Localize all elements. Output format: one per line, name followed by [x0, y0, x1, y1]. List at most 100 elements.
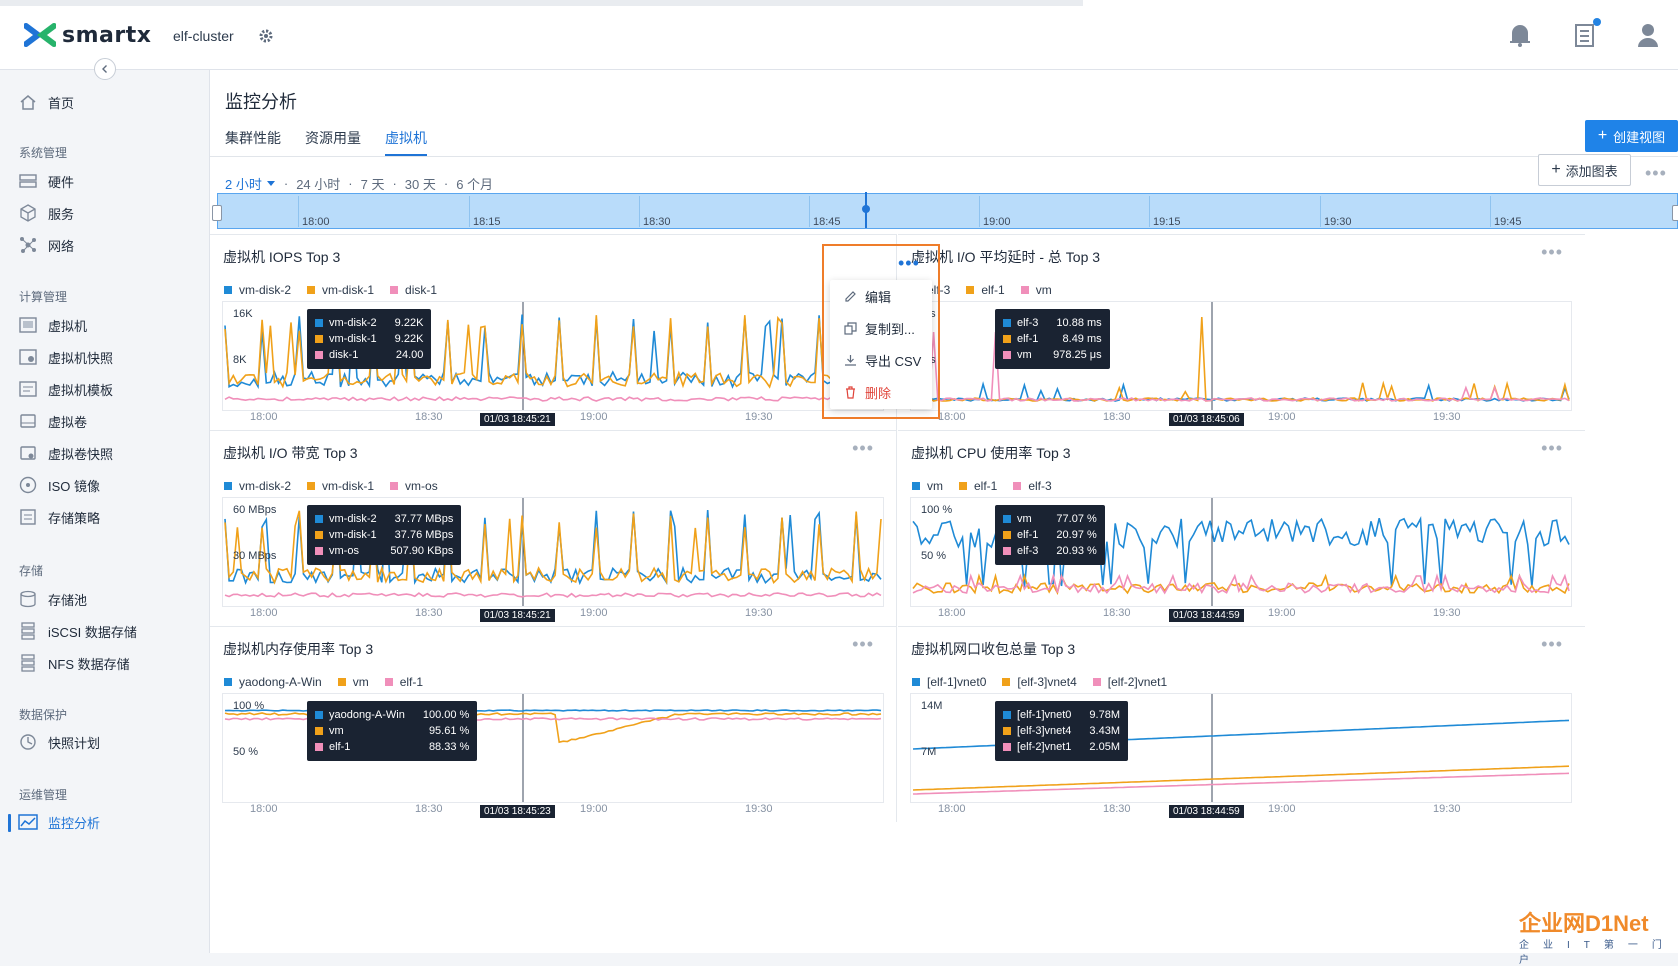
legend-item[interactable]: disk-1 — [390, 283, 437, 297]
legend-item[interactable]: vm — [337, 675, 369, 689]
create-view-button[interactable]: + 创建视图 — [1585, 120, 1678, 152]
sidebar-item-storage-pool[interactable]: 存储池 — [18, 588, 87, 610]
legend-label: elf-3 — [1028, 479, 1052, 493]
legend-item[interactable]: vm — [1020, 283, 1052, 297]
disc-icon — [19, 476, 37, 494]
sidebar-item-vm-template[interactable]: 虚拟机模板 — [18, 378, 113, 400]
legend-swatch — [390, 482, 399, 490]
time-range-24h[interactable]: 24 小时 — [296, 177, 341, 192]
legend-item[interactable]: [elf-1]vnet0 — [912, 675, 986, 689]
tooltip-series: vm-disk-1 — [329, 333, 377, 345]
sidebar-item-storage-policy[interactable]: 存储策略 — [18, 506, 100, 528]
download-icon — [845, 354, 856, 366]
panel-more-icon[interactable]: ••• — [1541, 634, 1563, 654]
timeline-brush[interactable]: 18:00 18:15 18:30 18:45 19:00 19:15 19:3… — [212, 192, 1678, 229]
tooltip-series: vm-os — [329, 545, 359, 557]
legend-label: vm-os — [405, 479, 438, 493]
chart-plot-area[interactable]: 2 s1 s — [910, 301, 1572, 411]
sidebar-item-monitor[interactable]: 监控分析 — [18, 811, 100, 833]
sidebar-item-home[interactable]: 首页 — [18, 91, 74, 113]
bell-icon[interactable] — [1508, 22, 1532, 48]
sidebar-item-vm[interactable]: 虚拟机 — [18, 314, 87, 336]
legend-item[interactable]: vm-disk-1 — [307, 479, 374, 493]
sidebar-item-snapshot-plan[interactable]: 快照计划 — [18, 731, 100, 753]
timeline-left-handle[interactable] — [212, 205, 222, 221]
time-range-7d[interactable]: 7 天 — [360, 177, 385, 192]
panel-more-icon[interactable]: ••• — [852, 634, 874, 654]
sidebar-item-label: NFS 数据存储 — [48, 656, 130, 672]
sidebar-item-label: iSCSI 数据存储 — [48, 624, 137, 640]
panel-more-icon[interactable]: ••• — [1541, 242, 1563, 262]
legend-item[interactable]: elf-1 — [959, 479, 997, 493]
collapse-sidebar-button[interactable] — [94, 58, 116, 80]
legend-item[interactable]: yaodong-A-Win — [224, 675, 322, 689]
legend-swatch — [384, 678, 393, 686]
menu-item-delete[interactable]: 删除 — [830, 376, 932, 408]
legend-item[interactable]: vm-disk-1 — [307, 283, 374, 297]
legend-item[interactable]: vm-disk-2 — [224, 283, 291, 297]
legend-label: vm-disk-1 — [322, 479, 375, 493]
y-axis-tick: 30 MBps — [233, 550, 277, 562]
sidebar-item-volume-snapshot[interactable]: 虚拟卷快照 — [18, 442, 113, 464]
legend-item[interactable]: vm-disk-2 — [224, 479, 291, 493]
tooltip-row: disk-1 24.00 — [315, 347, 423, 363]
legend-item[interactable]: vm-os — [390, 479, 438, 493]
sidebar-item-iscsi[interactable]: iSCSI 数据存储 — [18, 620, 137, 642]
time-range-selected[interactable]: 2 小时 — [225, 174, 276, 193]
tab-vm[interactable]: 虚拟机 — [385, 128, 427, 156]
cursor-time-label: 01/03 18:44:59 — [1169, 805, 1244, 818]
menu-item-copy-to[interactable]: 复制到... — [830, 312, 932, 344]
timeline-right-handle[interactable] — [1672, 205, 1678, 221]
sidebar-item-iso[interactable]: ISO 镜像 — [18, 474, 100, 496]
home-icon — [20, 95, 36, 110]
legend-item[interactable]: [elf-3]vnet4 — [1002, 675, 1077, 689]
sidebar-item-vm-snapshot[interactable]: 虚拟机快照 — [18, 346, 113, 368]
cluster-name[interactable]: elf-cluster — [173, 28, 234, 44]
more-options-icon[interactable]: ••• — [1645, 163, 1667, 183]
chart-tooltip: yaodong-A-Win 100.00 % vm 95.61 % elf-1 88.33… — [307, 701, 478, 761]
tooltip-series: elf-1 — [1017, 529, 1039, 541]
sidebar-item-label: 首页 — [48, 95, 75, 111]
tooltip-series: vm-disk-1 — [329, 529, 377, 541]
y-axis-tick: 100 % — [921, 504, 953, 516]
timeline-label: 19:45 — [1494, 216, 1522, 228]
timeline-tick — [298, 196, 299, 227]
chart-legend: vm-disk-2 vm-disk-1 disk-1 — [224, 283, 437, 297]
legend-item[interactable]: vm — [912, 479, 943, 493]
page-title: 监控分析 — [225, 92, 297, 112]
chart-plot-area[interactable]: 100 % 50 % — [910, 497, 1572, 607]
panel-menu-active-icon[interactable]: ••• — [898, 253, 920, 273]
create-view-label: 创建视图 — [1613, 129, 1666, 145]
sidebar-item-service[interactable]: 服务 — [18, 202, 74, 224]
menu-item-export-csv[interactable]: 导出 CSV — [830, 344, 932, 376]
tooltip-swatch — [1003, 319, 1011, 327]
legend-item[interactable]: elf-1 — [966, 283, 1005, 297]
tooltip-value: 37.77 MBps — [394, 513, 454, 525]
legend-item[interactable]: elf-1 — [384, 675, 423, 689]
legend-item[interactable]: elf-3 — [1013, 479, 1052, 493]
legend-label: vm-disk-2 — [239, 479, 292, 493]
user-avatar-icon[interactable] — [1637, 22, 1659, 48]
gear-icon[interactable] — [258, 28, 274, 44]
panel-more-icon[interactable]: ••• — [852, 438, 874, 458]
tab-cluster-performance[interactable]: 集群性能 — [225, 130, 281, 146]
logo[interactable]: smartx — [24, 22, 151, 48]
menu-item-edit[interactable]: 编辑 — [830, 280, 932, 312]
tooltip-row: vm-disk-2 9.22K — [315, 315, 423, 331]
sidebar-item-volume[interactable]: 虚拟卷 — [18, 410, 87, 432]
add-chart-button[interactable]: + 添加图表 — [1538, 154, 1631, 186]
sidebar-item-hardware[interactable]: 硬件 — [18, 170, 74, 192]
sidebar-item-network[interactable]: 网络 — [18, 234, 74, 256]
chart-plot-area[interactable]: 14M 7M — [910, 693, 1572, 803]
legend-item[interactable]: [elf-2]vnet1 — [1092, 675, 1167, 689]
panel-title: 虚拟机内存使用率 Top 3 — [223, 641, 374, 657]
task-list-icon[interactable] — [1574, 22, 1596, 48]
time-range-30d[interactable]: 30 天 — [404, 177, 436, 192]
panel-more-icon[interactable]: ••• — [1541, 438, 1563, 458]
tooltip-row: elf-3 10.88 ms — [1003, 315, 1102, 331]
tab-resource-usage[interactable]: 资源用量 — [305, 130, 361, 146]
tooltip-swatch — [315, 531, 323, 539]
sidebar-item-nfs[interactable]: NFS 数据存储 — [18, 652, 130, 674]
time-range-6m[interactable]: 6 个月 — [456, 177, 494, 192]
tooltip-value: 24.00 — [395, 349, 424, 361]
